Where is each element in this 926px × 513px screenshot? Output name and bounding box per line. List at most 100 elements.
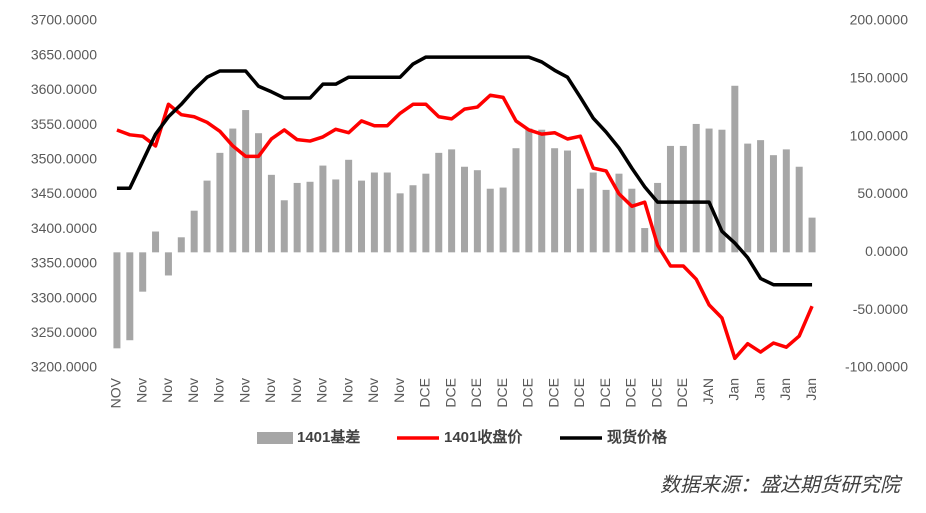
bar bbox=[795, 166, 803, 253]
bar bbox=[499, 187, 507, 253]
y-tick-label: 3550.0000 bbox=[31, 116, 97, 132]
bar bbox=[731, 85, 739, 253]
bar bbox=[242, 110, 250, 253]
bar bbox=[666, 145, 674, 253]
x-tick-label: Nov bbox=[133, 378, 149, 403]
x-tick-label: DCE bbox=[468, 378, 484, 408]
y-tick-label: 3200.0000 bbox=[31, 359, 97, 375]
bar bbox=[216, 152, 224, 253]
legend-swatch bbox=[257, 432, 293, 444]
bar bbox=[139, 252, 147, 292]
line bbox=[116, 93, 814, 361]
x-tick-label: Jan bbox=[751, 378, 767, 401]
bar bbox=[383, 172, 391, 253]
bar bbox=[782, 149, 790, 253]
x-tick-label: Nov bbox=[262, 378, 278, 403]
bar bbox=[615, 173, 623, 253]
bar bbox=[396, 193, 404, 253]
bar bbox=[473, 170, 481, 253]
line bbox=[116, 55, 813, 287]
y2-tick-label: -50.0000 bbox=[853, 301, 908, 317]
y-tick-label: 3300.0000 bbox=[31, 289, 97, 305]
bar bbox=[126, 252, 134, 341]
y2-tick-label: 0.0000 bbox=[865, 243, 908, 259]
x-tick-label: DCE bbox=[442, 378, 458, 408]
y2-tick-label: -100.0000 bbox=[845, 359, 908, 375]
bar bbox=[589, 172, 597, 253]
bar bbox=[177, 237, 185, 253]
x-tick-label: DCE bbox=[648, 378, 664, 408]
bar bbox=[255, 133, 263, 253]
bar bbox=[718, 129, 726, 253]
bar bbox=[551, 148, 559, 253]
bar bbox=[190, 210, 198, 253]
x-tick-label: DCE bbox=[597, 378, 613, 408]
bar bbox=[576, 188, 584, 253]
x-tick-label: Nov bbox=[185, 378, 201, 403]
x-tick-label: DCE bbox=[417, 378, 433, 408]
x-tick-label: Nov bbox=[211, 378, 227, 403]
bar bbox=[422, 173, 430, 253]
x-tick-label: Nov bbox=[314, 378, 330, 403]
bar bbox=[654, 182, 662, 253]
bar bbox=[332, 179, 340, 253]
bar bbox=[319, 165, 327, 253]
legend-label: 现货价格 bbox=[607, 428, 668, 446]
bar bbox=[486, 188, 494, 253]
bar bbox=[164, 252, 172, 276]
y-tick-label: 3450.0000 bbox=[31, 185, 97, 201]
y-tick-label: 3500.0000 bbox=[31, 151, 97, 167]
bar bbox=[744, 143, 752, 253]
bar bbox=[512, 148, 520, 253]
bar bbox=[769, 155, 777, 253]
legend-label: 1401收盘价 bbox=[444, 428, 523, 446]
y-tick-label: 3400.0000 bbox=[31, 220, 97, 236]
x-tick-label: DCE bbox=[571, 378, 587, 408]
x-tick-label: NOV bbox=[108, 377, 124, 408]
bar bbox=[525, 128, 533, 253]
y2-tick-label: 50.0000 bbox=[857, 185, 908, 201]
bar bbox=[280, 200, 288, 253]
x-tick-label: Nov bbox=[288, 378, 304, 403]
bar bbox=[345, 159, 353, 253]
y-tick-label: 3700.0000 bbox=[31, 12, 97, 28]
bar bbox=[448, 149, 456, 253]
bar bbox=[461, 166, 468, 253]
y2-tick-label: 200.0000 bbox=[850, 12, 909, 28]
bar bbox=[602, 189, 610, 253]
bar bbox=[692, 123, 700, 253]
bar bbox=[628, 188, 636, 253]
bar bbox=[538, 129, 546, 253]
x-tick-label: DCE bbox=[520, 378, 536, 408]
x-tick-label: Nov bbox=[159, 378, 175, 403]
bar bbox=[113, 252, 121, 349]
x-tick-label: Nov bbox=[365, 378, 381, 403]
x-tick-label: DCE bbox=[623, 378, 639, 408]
bar bbox=[358, 180, 366, 253]
bar bbox=[757, 140, 765, 253]
x-tick-label: Nov bbox=[339, 378, 355, 403]
y2-tick-label: 100.0000 bbox=[850, 127, 909, 143]
legend-label: 1401基差 bbox=[297, 428, 360, 446]
x-tick-label: Nov bbox=[391, 378, 407, 403]
y-tick-label: 3250.0000 bbox=[31, 324, 97, 340]
bar bbox=[705, 128, 713, 253]
x-tick-label: DCE bbox=[494, 378, 510, 408]
y-tick-label: 3350.0000 bbox=[31, 255, 97, 271]
bar bbox=[293, 182, 301, 253]
y-tick-label: 3650.0000 bbox=[31, 46, 97, 62]
x-tick-label: Nov bbox=[236, 378, 252, 403]
bar bbox=[641, 228, 649, 253]
bar bbox=[563, 150, 571, 253]
source-note: 数据来源：盛达期货研究院 bbox=[660, 474, 903, 496]
bar bbox=[152, 231, 160, 253]
x-tick-label: Jan bbox=[777, 378, 793, 401]
bar bbox=[267, 174, 275, 253]
x-tick-label: DCE bbox=[545, 378, 561, 408]
bar bbox=[409, 185, 417, 253]
x-tick-label: JAN bbox=[700, 378, 716, 404]
bar bbox=[808, 217, 816, 253]
y-tick-label: 3600.0000 bbox=[31, 81, 97, 97]
y2-tick-label: 150.0000 bbox=[850, 70, 909, 86]
